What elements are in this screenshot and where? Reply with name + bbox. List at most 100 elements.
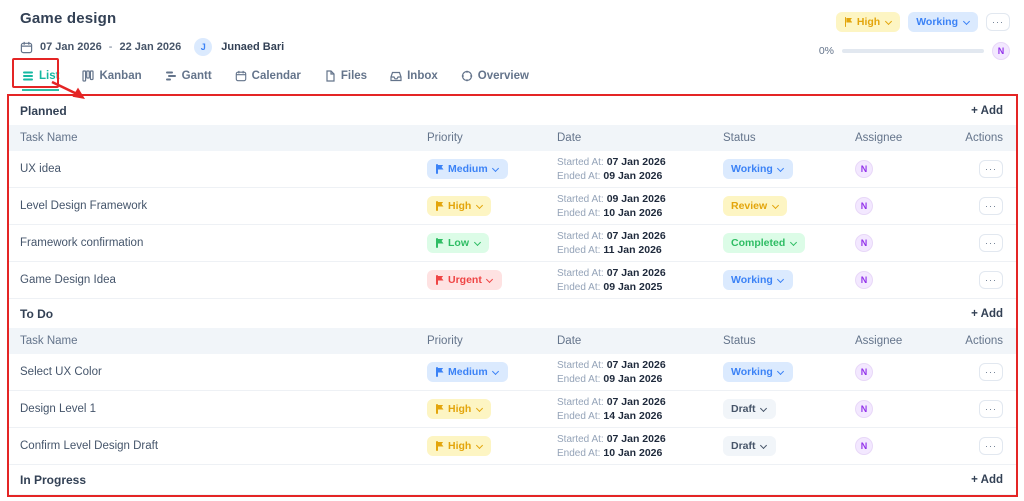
started-date: 09 Jan 2026 — [606, 193, 666, 205]
priority-badge[interactable]: High — [427, 399, 492, 419]
table-row: Framework confirmation Low Started At: 07… — [9, 225, 1016, 262]
add-task-button[interactable]: + Add — [971, 473, 1003, 486]
ended-date: 09 Jan 2026 — [603, 373, 663, 385]
started-label: Started At: — [557, 360, 604, 371]
tab-inbox[interactable]: Inbox — [390, 70, 438, 91]
status-badge[interactable]: Draft — [723, 399, 776, 419]
started-label: Started At: — [557, 434, 604, 445]
ended-label: Ended At: — [557, 171, 601, 182]
inbox-icon — [390, 71, 402, 82]
tab-files[interactable]: Files — [324, 70, 367, 91]
priority-badge[interactable]: High — [427, 436, 492, 456]
chevron-down-icon — [486, 276, 494, 285]
date-cell: Started At: 07 Jan 2026 Ended At: 09 Jan 2… — [557, 359, 723, 385]
project-priority-label: High — [856, 16, 881, 28]
status-badge[interactable]: Working — [723, 270, 793, 290]
priority-badge[interactable]: Urgent — [427, 270, 502, 290]
tab-label: Overview — [477, 70, 529, 82]
table-header: Task Name Priority Date Status Assignee … — [9, 125, 1016, 151]
row-actions-button[interactable]: ··· — [979, 400, 1003, 418]
status-badge[interactable]: Completed — [723, 233, 806, 253]
tab-overview[interactable]: Overview — [461, 70, 529, 91]
project-meta: 07 Jan 2026 - 22 Jan 2026 J Junaed Bari — [20, 38, 1024, 56]
chevron-down-icon — [962, 18, 970, 27]
project-more-button[interactable]: ··· — [986, 13, 1010, 31]
add-task-button[interactable]: + Add — [971, 307, 1003, 320]
row-actions-button[interactable]: ··· — [979, 437, 1003, 455]
task-name[interactable]: Level Design Framework — [20, 200, 148, 212]
chevron-down-icon — [473, 239, 481, 248]
row-actions-button[interactable]: ··· — [979, 160, 1003, 178]
status-badge[interactable]: Working — [723, 362, 793, 382]
overview-icon — [461, 70, 472, 82]
tab-kanban[interactable]: Kanban — [82, 70, 142, 91]
status-badge[interactable]: Draft — [723, 436, 776, 456]
row-actions-button[interactable]: ··· — [979, 234, 1003, 252]
task-name[interactable]: Confirm Level Design Draft — [20, 440, 159, 452]
status-badge[interactable]: Review — [723, 196, 788, 216]
started-date: 07 Jan 2026 — [606, 396, 666, 408]
assignee-avatar: N — [855, 400, 873, 418]
column-header: Date — [557, 335, 582, 347]
project-status-badge[interactable]: Working — [908, 12, 978, 32]
task-name[interactable]: Design Level 1 — [20, 403, 97, 415]
column-header: Task Name — [20, 132, 78, 144]
flag-icon — [435, 441, 444, 451]
status-badge[interactable]: Working — [723, 159, 793, 179]
kanban-icon — [82, 70, 95, 82]
column-header: Actions — [965, 335, 1003, 347]
priority-badge[interactable]: Medium — [427, 159, 508, 179]
status-label: Working — [731, 366, 773, 378]
assignee-avatar: N — [855, 437, 873, 455]
start-date: 07 Jan 2026 — [40, 41, 102, 53]
task-name[interactable]: UX idea — [20, 163, 61, 175]
tab-calendar[interactable]: Calendar — [235, 70, 301, 91]
column-header: Date — [557, 132, 582, 144]
project-priority-badge[interactable]: High — [835, 12, 901, 32]
column-header: Actions — [965, 132, 1003, 144]
page-title: Game design — [20, 10, 117, 27]
chevron-down-icon — [777, 368, 785, 377]
tab-list[interactable]: List — [22, 70, 60, 91]
flag-icon — [435, 367, 444, 377]
table-row: Confirm Level Design Draft High Started … — [9, 428, 1016, 465]
table-row: Game Design Idea Urgent Started At: 07 Ja… — [9, 262, 1016, 299]
priority-badge[interactable]: High — [427, 196, 492, 216]
calendar-icon — [235, 70, 246, 82]
tab-gantt[interactable]: Gantt — [165, 70, 212, 91]
started-date: 07 Jan 2026 — [606, 156, 666, 168]
priority-badge[interactable]: Low — [427, 233, 489, 253]
task-name[interactable]: Game Design Idea — [20, 274, 116, 286]
section-todo: To Do + Add Task Name Priority Date Stat… — [9, 299, 1016, 465]
started-date: 07 Jan 2026 — [606, 267, 666, 279]
priority-label: Medium — [448, 163, 488, 175]
flag-icon — [435, 164, 444, 174]
section-planned: Planned + Add Task Name Priority Date St… — [9, 96, 1016, 299]
ended-date: 11 Jan 2026 — [603, 244, 662, 256]
ended-label: Ended At: — [557, 282, 601, 293]
priority-badge[interactable]: Medium — [427, 362, 508, 382]
status-label: Draft — [731, 403, 756, 415]
row-actions-button[interactable]: ··· — [979, 197, 1003, 215]
priority-label: High — [448, 440, 472, 452]
flag-icon — [435, 201, 444, 211]
started-label: Started At: — [557, 268, 604, 279]
date-cell: Started At: 07 Jan 2026 Ended At: 14 Jan 2… — [557, 396, 723, 422]
ended-label: Ended At: — [557, 374, 601, 385]
row-actions-button[interactable]: ··· — [979, 271, 1003, 289]
column-header: Task Name — [20, 335, 78, 347]
section-title: In Progress — [20, 472, 87, 487]
task-name[interactable]: Framework confirmation — [20, 237, 144, 249]
file-icon — [326, 70, 335, 82]
add-task-button[interactable]: + Add — [971, 104, 1003, 117]
task-name[interactable]: Select UX Color — [20, 366, 102, 378]
table-row: Design Level 1 High Started At: 07 Jan 20… — [9, 391, 1016, 428]
status-label: Working — [731, 274, 773, 286]
row-actions-button[interactable]: ··· — [979, 363, 1003, 381]
owner-name: Junaed Bari — [221, 41, 285, 53]
project-status-label: Working — [916, 16, 958, 28]
column-header: Status — [723, 132, 756, 144]
flag-icon — [844, 17, 853, 27]
started-label: Started At: — [557, 231, 604, 242]
flag-icon — [435, 404, 444, 414]
